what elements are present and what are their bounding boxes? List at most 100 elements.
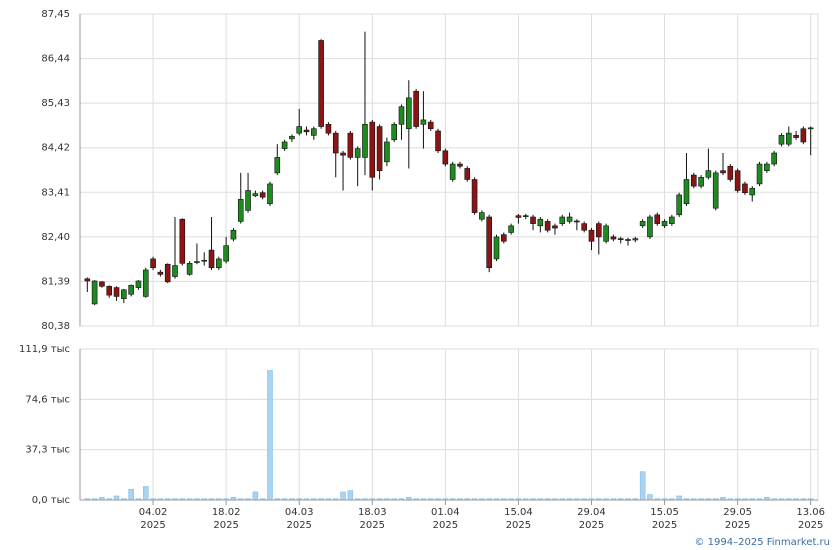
candle-body [734,170,741,191]
candle-body [559,216,566,224]
candle-body [362,124,368,158]
candle-body [311,128,317,136]
volume-bar [113,495,120,501]
candle-body [471,179,478,213]
candle-body [632,238,639,241]
candle-body [106,285,113,296]
candle-body [194,261,200,263]
x-tick-label: 04.02 [139,507,168,518]
x-tick-label: 18.03 [358,507,387,518]
candle-body [186,263,193,275]
candle-body [595,223,602,238]
candle-body [289,135,295,140]
candle-body [464,168,471,180]
candle-body [756,163,763,185]
candle-body [121,289,127,299]
candle-body [442,150,449,165]
candle-body [347,132,354,158]
x-tick-year: 2025 [140,520,165,531]
candle-body [676,194,682,216]
candle-body [705,170,712,178]
candle-body [698,176,704,187]
x-tick-label: 29.04 [577,507,606,518]
candle-body [391,124,397,141]
y-tick-label: 37,3 тыс [25,445,70,456]
candle-body [603,225,609,242]
candle-body [398,106,405,125]
candle-body [223,245,229,262]
x-tick-year: 2025 [725,520,750,531]
x-tick-label: 04.03 [285,507,314,518]
candle-body [354,148,361,158]
x-tick-label: 15.04 [504,507,533,518]
candle-body [625,239,631,241]
candle-body [369,121,376,178]
candle-body [639,221,646,227]
candle-body [128,285,134,295]
candle-body [683,179,690,205]
candle-body [142,269,149,297]
candle-body [785,132,792,145]
candle-body [508,225,514,233]
candle-body [552,225,558,229]
volume-bar [676,495,682,501]
candle-body [252,193,259,197]
candle-body [113,287,120,297]
candle-body [530,216,536,224]
volume-bar [340,491,346,501]
x-tick-year: 2025 [360,520,385,531]
x-tick-year: 2025 [798,520,823,531]
candle-body [303,129,310,133]
x-tick-label: 29.05 [723,507,752,518]
x-tick-year: 2025 [652,520,677,531]
y-tick-label: 0,0 тыс [32,495,70,506]
y-tick-label: 111,9 тыс [19,344,70,355]
candle-body [135,280,142,288]
y-tick-label: 82,40 [41,232,70,243]
volume-bar [267,370,273,501]
candle-body [259,192,266,198]
x-tick-year: 2025 [213,520,238,531]
candle-body [654,214,661,224]
candle-body [574,220,580,223]
candle-body [230,229,237,240]
x-tick-year: 2025 [286,520,311,531]
candle-body [800,128,807,143]
candle-body [150,258,156,269]
candle-body [84,278,91,282]
candle-body [727,165,734,180]
candle-body [427,121,434,130]
candle-body [376,126,383,171]
candle-body [544,221,551,231]
candle-body [501,234,507,242]
y-tick-label: 80,38 [41,321,70,332]
candle-body [720,170,726,174]
candle-body [522,215,529,217]
candle-body [157,271,164,275]
candle-body [449,163,456,180]
candle-body [581,223,587,231]
candle-body [267,183,273,205]
candle-body [179,218,186,264]
y-tick-label: 81,39 [41,276,70,287]
y-tick-label: 74,6 тыс [25,394,70,405]
volume-bar [252,491,259,501]
candle-body [793,135,799,138]
x-tick-year: 2025 [579,520,604,531]
candle-body [281,141,288,149]
candle-body [164,263,171,283]
candle-body [566,216,573,222]
candle-body [91,280,98,305]
y-tick-label: 85,43 [41,98,70,109]
candle-body [742,183,748,194]
candle-body [340,152,346,156]
candle-body [588,229,595,242]
volume-bar [128,488,134,501]
candle-body [807,127,814,130]
candle-body [237,199,244,222]
candle-body [99,281,105,287]
candle-body [201,259,208,262]
candle-body [296,126,303,134]
